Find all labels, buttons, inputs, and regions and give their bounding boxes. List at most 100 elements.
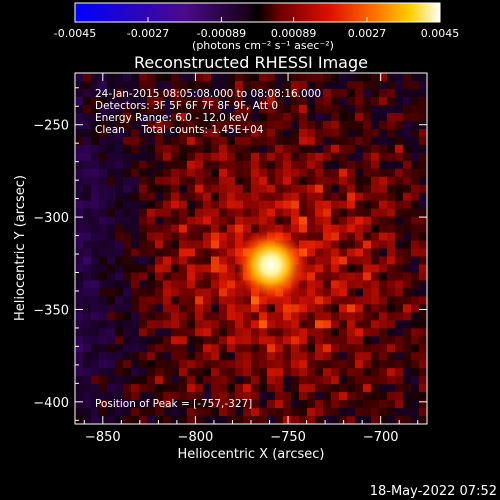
heatmap-cell (403, 128, 412, 138)
heatmap-cell (139, 336, 148, 345)
heatmap-cell (379, 224, 388, 234)
heatmap-cell (355, 88, 364, 98)
heatmap-cell (155, 368, 164, 377)
heatmap-cell (323, 240, 332, 249)
heatmap-cell (227, 144, 236, 154)
heatmap-cell (419, 296, 427, 305)
heatmap-cell (203, 152, 212, 162)
heatmap-cell (315, 288, 324, 297)
heatmap-cell (323, 168, 332, 178)
heatmap-cell (259, 144, 268, 154)
heatmap-cell (147, 304, 156, 313)
heatmap-cell (155, 360, 164, 369)
heatmap-cell (395, 136, 404, 146)
heatmap-cell (355, 312, 364, 321)
heatmap-cell (179, 120, 188, 130)
y-tick-label: −300 (33, 211, 69, 226)
heatmap-cell (363, 73, 372, 82)
heatmap-cell (139, 104, 148, 114)
heatmap-cell (171, 96, 180, 106)
heatmap-cell (195, 296, 204, 305)
heatmap-cell (131, 360, 140, 369)
heatmap-cell (243, 200, 252, 210)
heatmap-cell (283, 376, 292, 385)
heatmap-cell (243, 312, 252, 321)
heatmap-cell (115, 96, 124, 106)
heatmap-cell (339, 192, 348, 202)
heatmap-cell (163, 240, 172, 249)
heatmap-cell (139, 352, 148, 361)
heatmap-cell (355, 144, 364, 154)
heatmap-cell (219, 280, 228, 289)
heatmap-cell (339, 120, 348, 130)
heatmap-cell (155, 384, 164, 393)
heatmap-cell (203, 128, 212, 138)
heatmap-cell (347, 112, 356, 122)
heatmap-cell (355, 264, 364, 273)
heatmap-cell (123, 392, 132, 401)
heatmap-cell (307, 128, 316, 138)
heatmap-cell (163, 104, 172, 114)
heatmap-cell (155, 224, 164, 234)
heatmap-cell (155, 152, 164, 162)
heatmap-cell (107, 256, 116, 265)
heatmap-cell (75, 328, 84, 337)
heatmap-cell (347, 392, 356, 401)
heatmap-cell (331, 352, 340, 361)
heatmap-cell (347, 248, 356, 257)
heatmap-cell (203, 296, 212, 305)
heatmap-cell (299, 344, 308, 353)
heatmap-cell (195, 416, 204, 424)
heatmap-cell (283, 144, 292, 154)
heatmap-cell (299, 152, 308, 162)
heatmap-cell (83, 256, 92, 265)
heatmap-cell (419, 328, 427, 337)
heatmap-cell (387, 216, 396, 226)
heatmap-cell (91, 88, 100, 98)
heatmap-cell (259, 416, 268, 424)
heatmap-cell (235, 208, 244, 218)
heatmap-cell (323, 224, 332, 234)
heatmap-cell (395, 112, 404, 122)
heatmap-cell (323, 248, 332, 257)
heatmap-cell (179, 256, 188, 265)
heatmap-cell (243, 392, 252, 401)
heatmap-cell (291, 376, 300, 385)
heatmap-cell (419, 400, 427, 409)
heatmap-cell (211, 144, 220, 154)
heatmap-cell (195, 392, 204, 401)
heatmap-cell (75, 208, 84, 218)
heatmap-cell (243, 320, 252, 329)
heatmap-cell (107, 80, 116, 90)
heatmap-cell (395, 160, 404, 170)
heatmap-cell (195, 152, 204, 162)
heatmap-cell (251, 216, 260, 226)
colorbar-tick-label: -0.00089 (197, 27, 246, 40)
heatmap-cell (203, 200, 212, 210)
heatmap-cell (419, 384, 427, 393)
heatmap-cell (267, 352, 276, 361)
heatmap-cell (307, 312, 316, 321)
heatmap-cell (131, 208, 140, 218)
heatmap-cell (139, 232, 148, 242)
heatmap-cell (91, 256, 100, 265)
heatmap-cell (323, 336, 332, 345)
heatmap-cell (243, 144, 252, 154)
heatmap-cell (251, 408, 260, 417)
heatmap-cell (347, 96, 356, 106)
heatmap-cell (243, 208, 252, 218)
heatmap-cell (75, 160, 84, 170)
heatmap-cell (235, 192, 244, 202)
heatmap-cell (387, 160, 396, 170)
heatmap-cell (379, 328, 388, 337)
heatmap-cell (227, 304, 236, 313)
heatmap-cell (379, 320, 388, 329)
heatmap-cell (107, 344, 116, 353)
heatmap-cell (387, 264, 396, 273)
heatmap-cell (243, 352, 252, 361)
heatmap-cell (395, 232, 404, 242)
heatmap-cell (403, 240, 412, 249)
heatmap-cell (187, 384, 196, 393)
heatmap-cell (259, 352, 268, 361)
heatmap-cell (123, 80, 132, 90)
